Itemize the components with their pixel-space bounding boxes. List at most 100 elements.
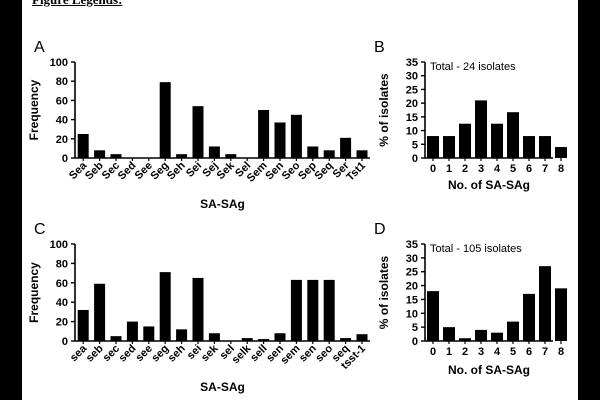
- chart-c-y-tick-label: 100: [50, 239, 68, 251]
- chart-c-bar: [340, 338, 352, 341]
- chart-d-x-tick-label: 3: [478, 346, 484, 358]
- chart-a-bar: [307, 146, 319, 158]
- chart-b-y-tick-label: 25: [406, 84, 418, 96]
- chart-b-x-tick-label: 0: [430, 163, 436, 175]
- chart-d-bar: [523, 293, 535, 341]
- chart-d-x-tick-label: 2: [462, 346, 468, 358]
- chart-b-x-tick-label: 5: [510, 163, 516, 175]
- chart-b-y-tick-label: 20: [406, 98, 418, 110]
- chart-a-bar: [94, 150, 106, 158]
- chart-b-x-axis-title: No. of SA-SAg: [448, 178, 530, 192]
- chart-a-bar: [290, 114, 302, 158]
- chart-c-bar: [159, 272, 171, 341]
- chart-a-bar: [110, 154, 122, 158]
- chart-b-y-tick-label: 10: [406, 126, 418, 138]
- chart-b-bar: [507, 112, 519, 158]
- chart-c-panel-label: C: [34, 221, 46, 238]
- chart-c-x-axis-title: SA-SAg: [200, 380, 245, 394]
- chart-d-y-tick-label: 25: [406, 267, 418, 279]
- chart-d-y-tick-label: 10: [406, 308, 418, 320]
- chart-d-y-tick-label: 35: [406, 239, 418, 251]
- chart-b-x-tick-label: 8: [558, 163, 564, 175]
- chart-a-y-tick-label: 40: [56, 115, 68, 127]
- chart-b-x-tick-label: 3: [478, 163, 484, 175]
- chart-c-bar: [241, 338, 253, 341]
- chart-b-x-tick-label: 7: [542, 163, 548, 175]
- chart-a-bar: [77, 134, 89, 158]
- chart-c-bar: [176, 329, 188, 341]
- chart-a-y-tick-label: 20: [56, 134, 68, 146]
- chart-d-bar: [459, 338, 471, 341]
- chart-a-bar: [340, 137, 352, 158]
- chart-c-bar: [307, 279, 319, 341]
- chart-c-bar: [356, 334, 368, 341]
- chart-b-y-tick-label: 15: [406, 112, 418, 124]
- chart-b-y-tick-label: 35: [406, 57, 418, 69]
- chart-d-x-tick-label: 4: [494, 346, 501, 358]
- chart-a-panel-label: A: [34, 39, 45, 56]
- chart-a-bar: [323, 150, 335, 158]
- chart-d-x-tick-label: 1: [446, 346, 452, 358]
- chart-a-bar: [258, 110, 270, 158]
- chart-c-y-tick-label: 20: [56, 317, 68, 329]
- chart-d-bar: [491, 332, 503, 341]
- chart-a-x-tick-label: Tst1: [344, 160, 368, 184]
- chart-b-bar: [443, 136, 455, 158]
- chart-c-bar: [274, 333, 286, 341]
- chart-a-bar: [159, 82, 171, 158]
- chart-b-y-tick-label: 0: [412, 153, 418, 165]
- chart-b-x-tick-label: 6: [526, 163, 532, 175]
- chart-a-x-axis-title: SA-SAg: [200, 197, 245, 211]
- chart-a-bar: [192, 106, 204, 158]
- chart-c-y-axis-title: Frequency: [27, 262, 41, 323]
- chart-b-bar: [491, 123, 503, 158]
- chart-b-bar: [523, 136, 535, 158]
- chart-c-bar: [94, 283, 106, 341]
- chart-b-y-tick-label: 30: [406, 71, 418, 83]
- chart-c-bar: [323, 279, 335, 341]
- chart-d-x-tick-label: 5: [510, 346, 516, 358]
- chart-d-x-tick-label: 6: [526, 346, 532, 358]
- chart-c-bar: [258, 339, 270, 341]
- chart-b-bar: [539, 136, 551, 158]
- chart-a-bar: [356, 150, 368, 158]
- chart-b-annotation: Total - 24 isolates: [430, 61, 516, 73]
- chart-d-y-tick-label: 0: [412, 336, 418, 348]
- chart-a-bar: [208, 146, 220, 158]
- chart-d-x-axis-title: No. of SA-SAg: [448, 363, 530, 377]
- chart-d-y-tick-label: 5: [412, 322, 418, 334]
- figure-legends-heading: Figure Legends:: [32, 0, 122, 8]
- chart-a-y-tick-label: 80: [56, 76, 68, 88]
- chart-a-y-axis-title: Frequency: [27, 79, 41, 140]
- chart-c-bar: [290, 279, 302, 341]
- chart-a-y-tick-label: 0: [62, 153, 68, 165]
- chart-d-x-tick-label: 7: [542, 346, 548, 358]
- chart-d-bar: [475, 329, 487, 341]
- chart-c-bar: [126, 321, 138, 341]
- chart-c-y-tick-label: 0: [62, 336, 68, 348]
- chart-c-y-tick-label: 60: [56, 278, 68, 290]
- chart-d-bar: [443, 327, 455, 341]
- chart-d-bar: [555, 288, 567, 341]
- chart-b-bar: [475, 100, 487, 158]
- figure-page: Figure Legends: A020406080100SeaSebSecSe…: [22, 0, 578, 400]
- chart-d-y-tick-label: 30: [406, 253, 418, 265]
- chart-b-bar: [555, 147, 567, 158]
- chart-d-bar: [507, 321, 519, 341]
- chart-b-bar: [459, 123, 471, 158]
- chart-d-bar: [539, 266, 551, 341]
- chart-d-bar: [427, 291, 439, 341]
- chart-b-x-tick-label: 2: [462, 163, 468, 175]
- chart-b-x-tick-label: 4: [494, 163, 501, 175]
- chart-a-bar: [225, 154, 237, 158]
- chart-a-y-tick-label: 60: [56, 95, 68, 107]
- chart-b-y-tick-label: 5: [412, 139, 418, 151]
- chart-d-y-tick-label: 15: [406, 294, 418, 306]
- chart-d-panel-label: D: [374, 221, 386, 238]
- chart-b-y-axis-title: % of isolates: [377, 73, 391, 147]
- chart-b-panel-label: B: [374, 39, 385, 56]
- chart-d-y-axis-title: % of isolates: [377, 256, 391, 330]
- chart-d-x-tick-label: 8: [558, 346, 564, 358]
- chart-b-bar: [427, 136, 439, 158]
- chart-c-bar: [192, 277, 204, 341]
